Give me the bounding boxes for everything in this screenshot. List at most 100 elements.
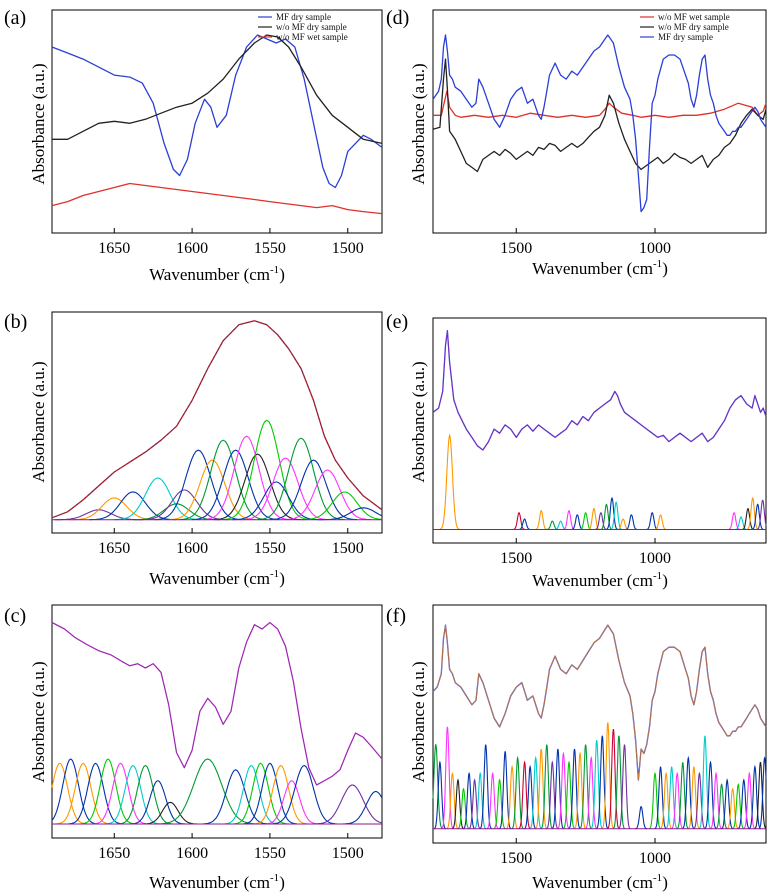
x-ticks-d: 1500 1000 (500, 228, 671, 257)
component-peak (202, 435, 291, 521)
component-peak (168, 459, 256, 521)
x-tick-label: 1600 (176, 540, 208, 557)
plot-area-e (432, 330, 767, 531)
axes-frame-f (432, 604, 767, 844)
component-peak (232, 481, 320, 521)
legend-entry: w/o MF wet sample (658, 12, 730, 22)
component-peak (213, 453, 302, 521)
x-tick-label: 1500 (332, 540, 364, 557)
component-peak (105, 764, 161, 825)
x-tick-label: 1650 (98, 540, 130, 557)
plot-area-d (432, 34, 767, 213)
series-line-mf-dry-sample (51, 34, 383, 189)
component-peak (493, 778, 506, 830)
x-tick-label: 1500 (500, 550, 532, 567)
component-peak (562, 760, 575, 830)
component-peak (546, 520, 559, 531)
component-peak (535, 748, 548, 830)
component-peak (654, 514, 667, 531)
fit-overlay-line (432, 330, 767, 451)
component-peak (732, 783, 745, 830)
component-peak (618, 744, 631, 830)
component-peak (529, 755, 542, 830)
component-peak (682, 755, 695, 830)
component-peak (751, 503, 764, 530)
x-axis-label-c: Wavenumber (cm-1) (149, 872, 285, 892)
x-tick-label: 1000 (639, 550, 671, 567)
component-peak (202, 769, 269, 825)
plot-area-f (432, 624, 767, 830)
component-peak (568, 748, 581, 830)
x-tick-label: 1000 (639, 240, 671, 257)
component-peak (257, 437, 345, 521)
component-peak (253, 764, 309, 825)
component-peak (301, 491, 383, 521)
component-peak (130, 780, 186, 825)
component-peak (573, 751, 587, 830)
x-axis-label-b: Wavenumber (cm-1) (149, 568, 285, 588)
axes-frame-c (51, 604, 383, 839)
component-peak (242, 762, 298, 825)
component-peak (114, 477, 202, 521)
component-peak (551, 748, 564, 830)
component-peak (735, 516, 747, 531)
component-peak (721, 778, 734, 830)
fit-overlay-line (51, 320, 383, 519)
component-peak (233, 762, 288, 825)
component-peak (80, 758, 136, 825)
series-line-mf-dry-sample (432, 34, 767, 213)
component-peak (726, 787, 739, 830)
panel-a: (a) Absorbance (a.u.) 1650 1600 1550 1500 M… (4, 7, 383, 284)
component-peak (704, 760, 717, 830)
component-peak (264, 780, 320, 825)
axes-frame-e (432, 317, 767, 544)
series-line-spectrum (51, 621, 383, 786)
x-tick-label: 1550 (254, 240, 286, 257)
legend-entry: w/o MF dry sample (658, 22, 729, 32)
component-peak (513, 512, 526, 531)
x-tick-label: 1000 (639, 850, 671, 867)
component-peak (192, 449, 280, 521)
series-line-w-o-mf-dry-sample (432, 58, 767, 173)
plot-area-a (51, 34, 383, 215)
component-peak (557, 751, 570, 830)
component-peak (756, 499, 767, 530)
component-peak (343, 790, 383, 825)
component-peak (223, 764, 279, 825)
component-peak (498, 751, 512, 830)
panel-label-c: (c) (4, 605, 26, 627)
component-peak (432, 743, 443, 830)
component-peak (486, 771, 499, 830)
panel-d: (d) Absorbance (a.u.) 1500 1000 w/o MF we… (386, 7, 767, 278)
axes-frame-d (432, 9, 767, 234)
x-tick-label: 1500 (332, 240, 364, 257)
panel-label-d: (d) (386, 7, 409, 29)
component-peak (610, 501, 622, 530)
component-peak (518, 760, 531, 830)
series-line-w-o-mf-dry-sample (52, 34, 383, 145)
component-peak (676, 762, 689, 830)
component-peak (635, 805, 648, 830)
y-axis-label-d: Absorbance (a.u.) (409, 63, 428, 184)
x-ticks-a: 1650 1600 1550 1500 (98, 228, 364, 257)
x-ticks-e: 1500 1000 (500, 538, 671, 567)
component-peak (51, 762, 88, 825)
x-tick-label: 1650 (98, 845, 130, 862)
component-peak (600, 503, 613, 530)
y-axis-label-a: Absorbance (a.u.) (29, 63, 48, 184)
component-peak (649, 771, 661, 830)
component-peak (737, 778, 750, 830)
legend-entry: w/o MF wet sample (276, 32, 348, 42)
component-peak (154, 449, 242, 521)
component-peak (283, 469, 372, 521)
panel-e: (e) Absorbance (a.u.) 1500 1000 Wavenumbe… (386, 311, 767, 590)
component-peak (468, 778, 481, 830)
component-peak (698, 735, 711, 830)
component-peak (746, 497, 759, 530)
component-peak (93, 762, 148, 825)
component-peak (743, 771, 756, 830)
x-tick-label: 1550 (254, 845, 286, 862)
component-peak (89, 491, 177, 521)
